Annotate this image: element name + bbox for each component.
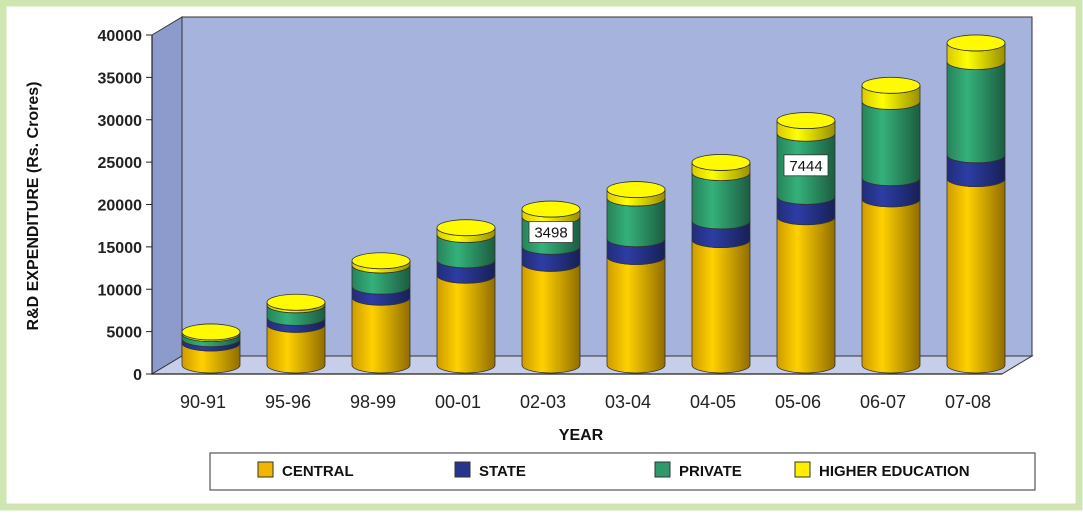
- bar-segment-central: [351, 297, 411, 374]
- bar-segment-central: [946, 178, 1006, 374]
- y-axis-title: R&D EXPENDITURE (Rs. Crores): [25, 82, 42, 331]
- data-label-box: [783, 154, 829, 177]
- bar-stack: [436, 219, 496, 374]
- x-axis-title: YEAR: [559, 427, 604, 444]
- bar-top-cap: [776, 112, 836, 129]
- legend-label: HIGHER EDUCATION: [819, 463, 970, 480]
- plot-side-wall: [151, 16, 183, 375]
- y-tick-label: 10000: [98, 282, 143, 299]
- bar-segment-central: [776, 216, 836, 374]
- x-tick-label: 00-01: [435, 392, 481, 412]
- bar-segment-central: [861, 198, 921, 374]
- bar-stack: [946, 34, 1006, 374]
- legend-label: CENTRAL: [282, 463, 354, 480]
- bar-top-cap: [606, 181, 666, 198]
- bar-segment-private: [861, 101, 921, 187]
- bar-top-cap: [521, 200, 581, 218]
- bar-stack: [351, 252, 411, 374]
- bar-top-cap: [436, 219, 496, 237]
- x-tick-label: 06-07: [860, 392, 906, 412]
- legend-swatch: [257, 461, 274, 478]
- bar-stack: [691, 154, 751, 374]
- x-tick-label: 98-99: [350, 392, 396, 412]
- data-label-box: [528, 221, 574, 243]
- y-tick-label: 40000: [98, 28, 143, 45]
- annotations: 3498 7444: [528, 154, 829, 243]
- bar-top-cap: [861, 76, 921, 94]
- legend: CENTRAL STATE PRIVATE HIGHER EDUCATION: [209, 452, 1036, 491]
- y-tick-label: 25000: [98, 155, 143, 172]
- x-tick-label: 05-06: [775, 392, 821, 412]
- x-tick-label: 90-91: [180, 392, 226, 412]
- y-tick-label: 5000: [106, 325, 142, 342]
- data-label: 7444: [789, 158, 822, 175]
- bar-top-cap: [266, 293, 326, 311]
- y-tick-label: 15000: [98, 240, 143, 257]
- bar-top-cap: [691, 154, 751, 171]
- legend-swatch: [654, 461, 671, 478]
- bar-stack: [181, 323, 241, 374]
- bar-top-cap: [946, 34, 1006, 52]
- bar-top-cap: [351, 252, 411, 270]
- bar-segment-central: [436, 275, 496, 374]
- bar-stack: [606, 181, 666, 374]
- bar-stack: [776, 112, 836, 374]
- y-tick-label: 35000: [98, 70, 143, 87]
- bar-top-cap: [181, 323, 241, 341]
- x-tick-label: 07-08: [945, 392, 991, 412]
- bar-segment-central: [521, 263, 581, 374]
- bar-segment-private: [946, 61, 1006, 164]
- legend-swatch: [794, 461, 811, 478]
- x-tick-label: 04-05: [690, 392, 736, 412]
- bar-stack: [266, 293, 326, 374]
- bar-segment-private: [691, 172, 751, 230]
- legend-box: [209, 452, 1036, 491]
- legend-label: STATE: [479, 463, 526, 480]
- data-label: 3498: [534, 225, 567, 242]
- y-tick-label: 30000: [98, 113, 143, 130]
- bar-segment-central: [606, 256, 666, 374]
- legend-swatch: [454, 461, 471, 478]
- legend-label: PRIVATE: [679, 463, 742, 480]
- bars: [181, 34, 1006, 374]
- bar-stack: [861, 76, 921, 374]
- x-axis: 90-91 95-96 98-99 00-01 02-03 03-04 04-05 05-06…: [152, 373, 1002, 412]
- y-axis: 0 5000 10000 15000 20000 25000 30000 35000 40000: [98, 28, 153, 384]
- bar-segment-central: [691, 239, 751, 374]
- y-tick-label: 20000: [98, 198, 143, 215]
- y-tick-label: 0: [133, 367, 142, 384]
- x-tick-label: 02-03: [520, 392, 566, 412]
- x-tick-label: 03-04: [605, 392, 651, 412]
- x-tick-label: 95-96: [265, 392, 311, 412]
